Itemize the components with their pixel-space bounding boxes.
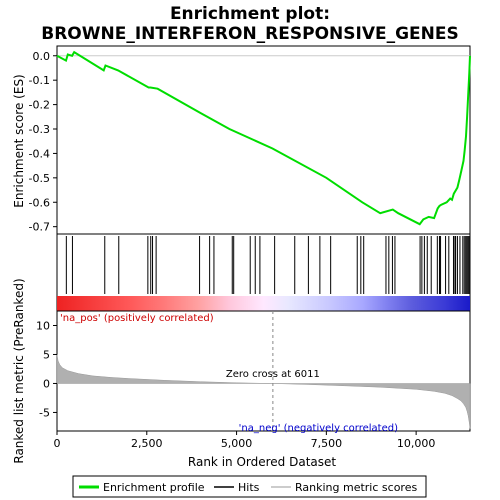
enrichment-profile-line [56, 50, 471, 226]
x-tick-label: 7,500 [311, 437, 343, 450]
metric-y-tick-label: 10 [36, 319, 50, 332]
ranking-metric-area [56, 354, 471, 429]
metric-y-axis-label: Ranked list metric (PreRanked) [12, 278, 26, 463]
hits-panel [56, 233, 471, 312]
es-y-tick-label: -0.7 [29, 221, 50, 234]
chart-title-line2: BROWNE_INTERFERON_RESPONSIVE_GENES [41, 24, 459, 44]
chart-title-line1: Enrichment plot: [170, 4, 330, 24]
x-tick-label: 10,000 [397, 437, 436, 450]
hit-marks [65, 236, 470, 294]
x-axis-label: Rank in Ordered Dataset [188, 455, 336, 469]
es-y-tick-label: -0.2 [29, 99, 50, 112]
es-y-axis-label: Enrichment score (ES) [12, 74, 26, 207]
metric-y-tick-label: 5 [43, 348, 50, 361]
neg-correlated-label: 'na_neg' (negatively correlated) [239, 423, 398, 434]
es-y-tick-label: 0.0 [33, 50, 51, 63]
x-tick-label: 5,000 [221, 437, 253, 450]
ranking-heatmap-bar [57, 296, 470, 311]
es-y-axis: 0.0 -0.1 -0.2 -0.3 -0.4 -0.5 -0.6 -0.7 [29, 50, 57, 234]
legend-enrichment-label: Enrichment profile [103, 481, 205, 494]
es-y-tick-label: -0.6 [29, 196, 50, 209]
es-y-tick-label: -0.3 [29, 123, 50, 136]
es-y-tick-label: -0.4 [29, 147, 50, 160]
legend-hits-label: Hits [238, 481, 260, 494]
x-axis: 0 2,500 5,000 7,500 10,000 [54, 431, 436, 450]
es-y-tick-label: -0.5 [29, 172, 50, 185]
legend-metric-label: Ranking metric scores [295, 481, 417, 494]
x-tick-label: 2,500 [131, 437, 163, 450]
es-panel-frame [56, 45, 471, 235]
es-y-tick-label: -0.1 [29, 74, 50, 87]
metric-y-tick-label: -5 [39, 406, 50, 419]
pos-correlated-label: 'na_pos' (positively correlated) [60, 313, 214, 324]
legend: Enrichment profile Hits Ranking metric s… [72, 475, 427, 498]
es-panel: 0.0 -0.1 -0.2 -0.3 -0.4 -0.5 -0.6 -0.7 [29, 45, 471, 235]
legend-box [72, 475, 427, 498]
zero-cross-label: Zero cross at 6011 [226, 369, 320, 380]
metric-y-axis: 10 5 0 -5 [36, 319, 57, 419]
metric-y-tick-label: 0 [43, 377, 50, 390]
x-tick-label: 0 [54, 437, 61, 450]
